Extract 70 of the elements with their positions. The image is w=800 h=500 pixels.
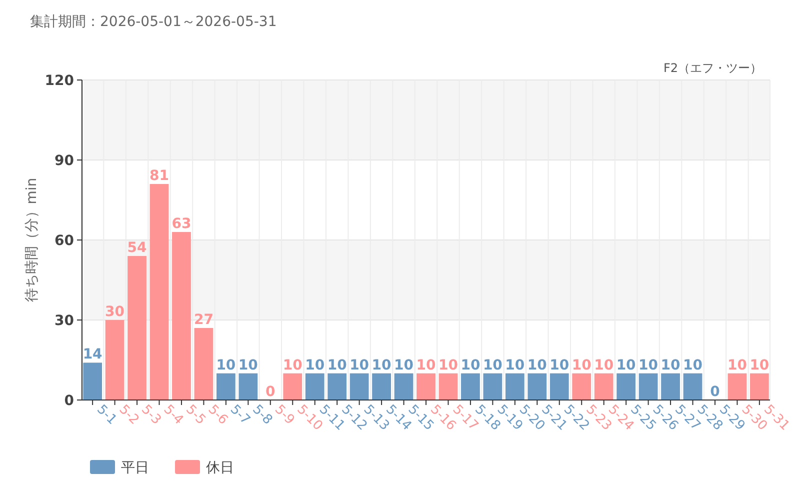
bar (172, 232, 191, 400)
bar (572, 373, 592, 400)
bar (83, 362, 102, 400)
bar (216, 373, 236, 400)
bar (661, 373, 680, 400)
data-label: 27 (194, 312, 214, 328)
data-label: 10 (572, 357, 592, 374)
bar (728, 373, 747, 400)
y-tick-label: 60 (54, 232, 74, 249)
data-label: 0 (710, 384, 720, 400)
bar (238, 373, 258, 400)
data-label: 54 (127, 240, 148, 256)
data-label: 10 (683, 357, 703, 374)
data-label: 10 (438, 357, 458, 374)
y-tick-label: 30 (54, 312, 74, 329)
bar (750, 373, 769, 400)
bar (194, 328, 214, 400)
data-label: 10 (527, 357, 548, 374)
data-label: 0 (266, 384, 276, 400)
data-label: 10 (350, 357, 370, 374)
bar (305, 373, 324, 400)
bar (350, 373, 369, 400)
text: F2（エフ・ツー） (663, 61, 762, 75)
bar (461, 373, 480, 400)
data-label: 10 (238, 357, 258, 374)
bar (438, 373, 458, 400)
data-label: 10 (460, 357, 480, 374)
bar (638, 373, 658, 400)
y-axis-title: 待ち時間（分）min (24, 178, 40, 302)
bar (150, 184, 169, 400)
y-tick-label: 90 (54, 152, 74, 169)
bar (616, 373, 636, 400)
data-label: 10 (594, 357, 614, 374)
data-label: 14 (82, 346, 103, 363)
data-label: 10 (327, 357, 348, 374)
data-label: 10 (550, 357, 570, 374)
data-label: 10 (416, 357, 436, 374)
bar (416, 373, 436, 400)
data-label: 10 (660, 357, 681, 374)
data-label: 10 (505, 357, 525, 374)
data-label: 30 (105, 304, 125, 320)
bar (128, 256, 146, 400)
data-label: 10 (394, 357, 414, 374)
bar (505, 373, 524, 400)
y-tick-label: 0 (64, 392, 74, 409)
data-label: 10 (482, 357, 503, 374)
bar (594, 373, 614, 400)
data-label: 10 (216, 357, 236, 374)
data-label: 10 (727, 357, 748, 374)
data-label: 10 (616, 357, 636, 374)
bar (394, 373, 414, 400)
chart-title: 集計期間：2026-05-01～2026-05-31 (30, 14, 277, 30)
data-label: 10 (372, 357, 392, 374)
bar (483, 373, 502, 400)
data-label: 10 (305, 357, 325, 374)
data-label: 10 (638, 357, 658, 374)
data-label: 63 (172, 216, 192, 232)
data-label: 10 (282, 357, 303, 374)
bar (683, 373, 702, 400)
bar (328, 373, 347, 400)
bar (372, 373, 391, 400)
bar (283, 373, 302, 400)
data-label: 81 (150, 168, 169, 184)
y-tick-label: 120 (44, 72, 74, 89)
data-label: 10 (750, 357, 770, 374)
legend-label: 平日 (121, 460, 149, 476)
bar (550, 373, 569, 400)
bar (528, 373, 547, 400)
legend-label: 休日 (206, 460, 234, 476)
bar (105, 320, 124, 400)
